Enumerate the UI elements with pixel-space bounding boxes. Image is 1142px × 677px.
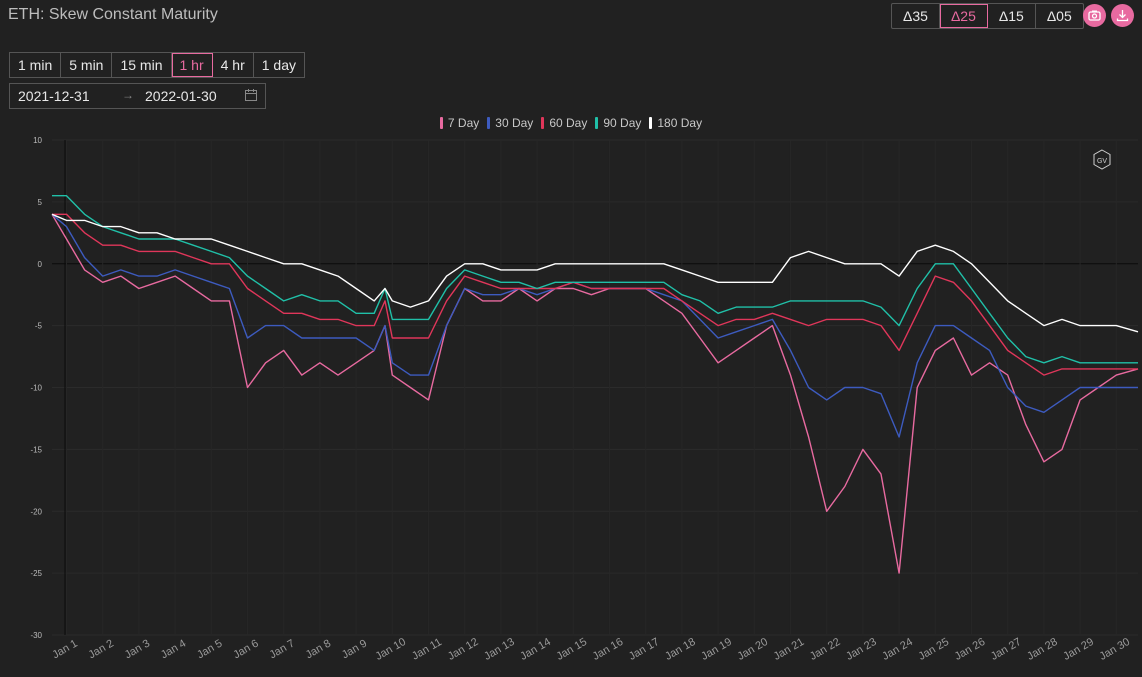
y-tick-label: 5: [38, 198, 43, 207]
delta-35-button[interactable]: Δ35: [892, 4, 940, 28]
legend-swatch: [541, 117, 545, 129]
x-tick-label: Jan 19: [699, 636, 734, 663]
gv-watermark-icon: GV: [1093, 149, 1111, 170]
chart-grid: [52, 139, 1138, 636]
x-tick-label: Jan 14: [518, 636, 553, 663]
series-line-60-day: [52, 213, 1138, 376]
x-tick-label: Jan 20: [735, 636, 770, 663]
legend-swatch: [595, 117, 599, 129]
legend-item-30-day[interactable]: 30 Day: [487, 116, 533, 130]
x-tick-label: Jan 26: [953, 636, 988, 663]
x-axis: Jan 1 Jan 2 Jan 3 Jan 4 Jan 5 Jan 6 Jan 7 Jan 8…: [50, 636, 1132, 663]
screenshot-button[interactable]: [1083, 4, 1106, 27]
legend-item-90-day[interactable]: 90 Day: [595, 116, 641, 130]
x-tick-label: Jan 4: [159, 637, 188, 661]
timeframe-4hr-button[interactable]: 4 hr: [213, 53, 254, 77]
y-tick-label: 0: [38, 260, 43, 269]
timeframe-1min-button[interactable]: 1 min: [10, 53, 62, 77]
delta-selector: Δ35 Δ25 Δ15 Δ05: [891, 3, 1084, 29]
page-title: ETH: Skew Constant Maturity: [8, 6, 218, 23]
x-tick-label: Jan 3: [123, 637, 152, 661]
end-date-input[interactable]: 2022-01-30: [145, 88, 217, 104]
x-tick-label: Jan 25: [916, 636, 951, 663]
y-tick-label: 10: [33, 136, 42, 145]
y-tick-label: -25: [30, 569, 42, 578]
legend-label: 90 Day: [603, 116, 642, 130]
legend-label: 30 Day: [495, 116, 534, 130]
x-tick-label: Jan 13: [482, 636, 517, 663]
legend-item-60-day[interactable]: 60 Day: [541, 116, 587, 130]
delta-05-button[interactable]: Δ05: [1046, 8, 1072, 24]
y-tick-label: -30: [30, 631, 42, 640]
camera-icon: [1088, 10, 1101, 21]
timeframe-1hr-button[interactable]: 1 hr: [171, 53, 213, 77]
x-tick-label: Jan 16: [591, 636, 626, 663]
x-tick-label: Jan 23: [844, 636, 879, 663]
delta-25-button[interactable]: Δ25: [939, 4, 988, 28]
legend-swatch: [487, 117, 491, 129]
x-tick-label: Jan 27: [989, 636, 1024, 663]
y-tick-label: -20: [30, 507, 42, 516]
x-tick-label: Jan 9: [340, 637, 369, 661]
download-button[interactable]: [1111, 4, 1134, 27]
y-axis: 10 5 0 -5 -10 -15 -20 -25 -30: [30, 136, 42, 640]
date-range-arrow-icon: →: [122, 88, 134, 102]
download-icon: [1116, 10, 1129, 22]
x-tick-label: Jan 6: [231, 637, 260, 661]
series-line-90-day: [52, 194, 1138, 364]
series-line-7-day: [51, 213, 1139, 574]
legend-label: 60 Day: [549, 116, 588, 130]
x-tick-label: Jan 29: [1061, 636, 1096, 663]
legend-swatch: [649, 117, 653, 129]
x-tick-label: Jan 15: [554, 636, 589, 663]
legend-label: 7 Day: [447, 116, 480, 130]
chart-legend: 7 Day 30 Day 60 Day 90 Day 180 Day: [0, 116, 1142, 130]
x-tick-label: Jan 30: [1097, 636, 1132, 663]
calendar-icon[interactable]: [244, 88, 258, 102]
legend-label: 180 Day: [657, 116, 703, 130]
x-tick-label: Jan 28: [1025, 636, 1060, 663]
legend-item-7-day[interactable]: 7 Day: [439, 116, 480, 130]
x-tick-label: Jan 17: [627, 636, 662, 663]
x-tick-label: Jan 1: [50, 637, 79, 661]
x-tick-label: Jan 8: [304, 637, 333, 661]
watermark-label: GV: [1097, 158, 1107, 165]
timeframe-selector: 1 min 5 min 15 min 1 hr 4 hr 1 day: [9, 52, 305, 78]
x-tick-label: Jan 2: [87, 637, 116, 661]
y-tick-label: -5: [35, 322, 43, 331]
date-range-picker[interactable]: 2021-12-31 → 2022-01-30: [9, 83, 266, 109]
legend-item-180-day[interactable]: 180 Day: [649, 116, 702, 130]
series-line-180-day: [51, 213, 1139, 333]
timeframe-5min-button[interactable]: 5 min: [61, 53, 113, 77]
x-tick-label: Jan 5: [195, 637, 224, 661]
start-date-input[interactable]: 2021-12-31: [18, 88, 90, 104]
x-tick-label: Jan 22: [808, 636, 843, 663]
timeframe-1day-button[interactable]: 1 day: [261, 57, 296, 73]
timeframe-15min-button[interactable]: 15 min: [112, 53, 172, 77]
chart-series: [51, 194, 1139, 574]
x-tick-label: Jan 12: [446, 636, 481, 663]
legend-swatch: [439, 117, 443, 129]
y-tick-label: -15: [30, 445, 42, 454]
x-tick-label: Jan 11: [410, 636, 444, 663]
x-tick-label: Jan 18: [663, 636, 698, 663]
x-tick-label: Jan 10: [373, 636, 408, 663]
x-tick-label: Jan 21: [772, 636, 807, 663]
y-tick-label: -10: [30, 384, 42, 393]
x-tick-label: Jan 7: [268, 637, 297, 661]
x-tick-label: Jan 24: [880, 636, 915, 663]
delta-15-button[interactable]: Δ15: [988, 4, 1036, 28]
